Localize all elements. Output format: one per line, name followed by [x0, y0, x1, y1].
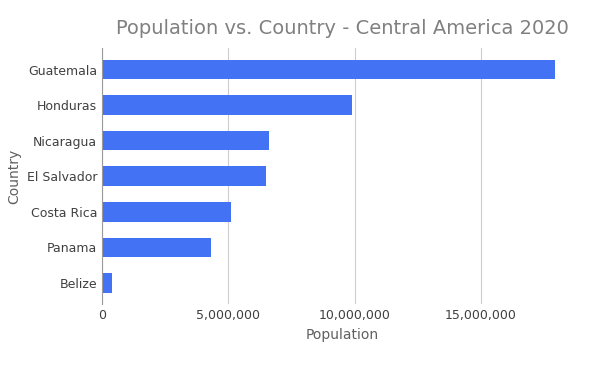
- Bar: [102, 95, 352, 115]
- Title: Population vs. Country - Central America 2020: Population vs. Country - Central America…: [116, 19, 568, 38]
- Bar: [102, 131, 269, 151]
- Bar: [102, 167, 266, 186]
- Bar: [102, 237, 211, 257]
- Bar: [102, 273, 112, 293]
- Y-axis label: Country: Country: [7, 149, 21, 204]
- Bar: [102, 202, 230, 221]
- X-axis label: Population: Population: [305, 328, 379, 342]
- Bar: [102, 60, 554, 79]
